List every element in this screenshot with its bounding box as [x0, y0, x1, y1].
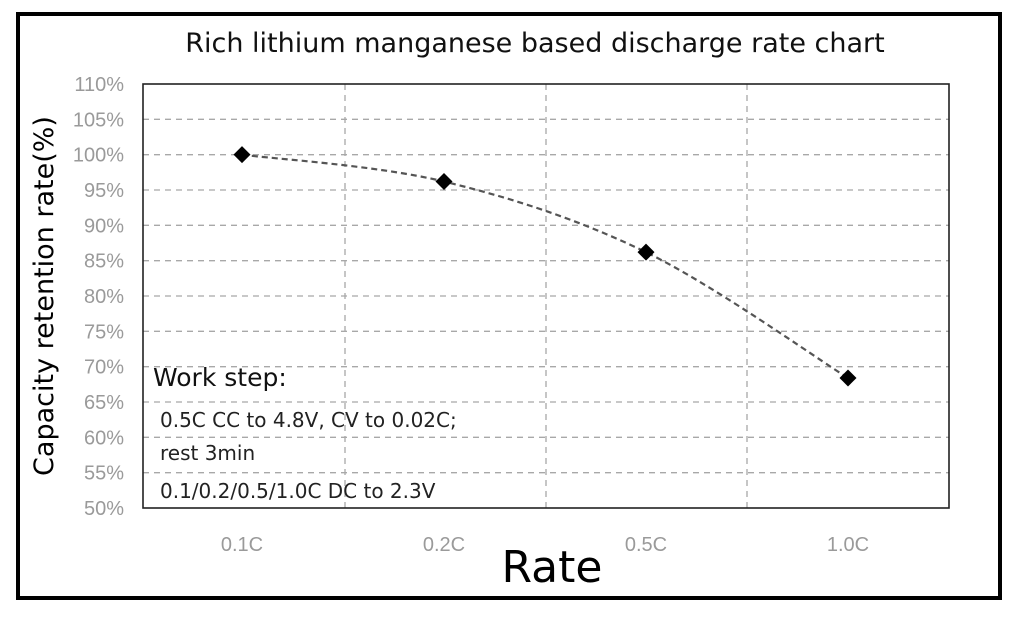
- y-tick-label: 100%: [73, 145, 124, 167]
- y-tick-label: 55%: [84, 463, 124, 485]
- y-axis-label: Capacity retention rate(%): [29, 116, 60, 476]
- x-axis-ticks: 0.1C 0.2C 0.5C 1.0C: [221, 534, 869, 556]
- data-point-marker: [233, 146, 251, 164]
- y-tick-label: 110%: [74, 74, 124, 96]
- annotation-line: 0.5C CC to 4.8V, CV to 0.02C;: [160, 408, 457, 432]
- annotation-heading: Work step:: [153, 363, 287, 392]
- x-tick-label: 0.1C: [221, 534, 263, 556]
- y-axis-ticks: 110% 105% 100% 95% 90% 85% 80% 75% 70% 65% 60% 55% 5…: [73, 74, 124, 520]
- y-tick-label: 105%: [73, 109, 124, 131]
- y-tick-label: 75%: [84, 321, 124, 343]
- chart-title: Rich lithium manganese based discharge r…: [185, 28, 885, 59]
- data-point-marker: [839, 369, 857, 387]
- y-tick-label: 65%: [84, 392, 124, 414]
- series-line: [241, 153, 849, 379]
- y-tick-label: 50%: [84, 498, 124, 520]
- y-tick-label: 70%: [84, 357, 124, 379]
- annotation-line: 0.1/0.2/0.5/1.0C DC to 2.3V: [160, 479, 436, 503]
- plot-area: [142, 83, 950, 509]
- x-tick-label: 0.2C: [423, 534, 465, 556]
- y-tick-label: 80%: [84, 286, 124, 308]
- y-tick-label: 95%: [84, 180, 124, 202]
- data-point-marker: [435, 173, 453, 191]
- chart-frame: [16, 12, 1002, 600]
- x-axis-label: Rate: [502, 542, 603, 593]
- y-tick-label: 90%: [84, 215, 124, 237]
- x-tick-label: 0.5C: [625, 534, 667, 556]
- x-tick-label: 1.0C: [827, 534, 869, 556]
- data-point-marker: [637, 243, 655, 261]
- work-step-annotation: Work step: 0.5C CC to 4.8V, CV to 0.02C;…: [153, 363, 457, 503]
- y-tick-label: 60%: [84, 427, 124, 449]
- y-tick-label: 85%: [84, 251, 124, 273]
- annotation-line: rest 3min: [160, 441, 255, 465]
- series: [233, 146, 857, 387]
- grid: [143, 84, 949, 508]
